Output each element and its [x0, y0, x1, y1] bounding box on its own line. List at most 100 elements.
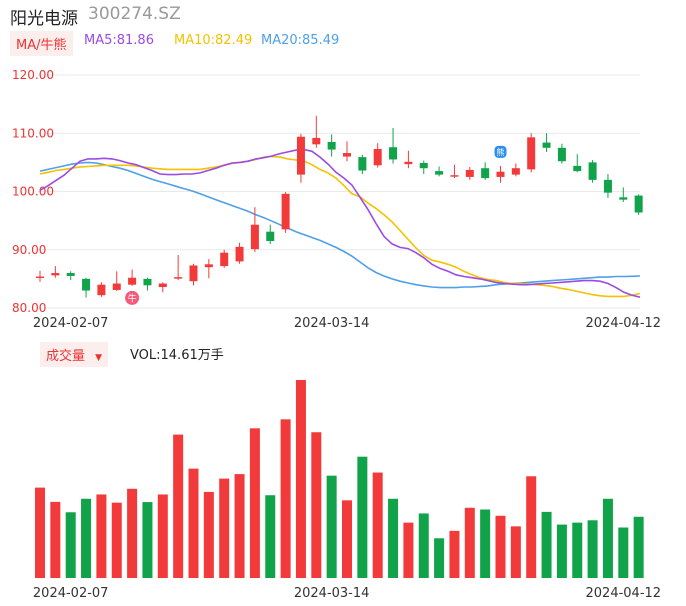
- volume-readout: VOL:14.61万手: [130, 348, 224, 363]
- candle: [634, 194, 643, 215]
- candle-body: [481, 168, 490, 179]
- volume-bar: [311, 432, 322, 578]
- candle: [66, 271, 75, 281]
- price-x-tick-label: 2024-03-14: [294, 316, 370, 331]
- y-tick-label: 80.00: [12, 301, 46, 315]
- candle: [573, 154, 582, 173]
- bull-marker-label: 牛: [128, 292, 137, 304]
- candle: [312, 115, 321, 148]
- volume-bar: [157, 494, 168, 578]
- ma5-readout: MA5:81.86: [84, 33, 154, 48]
- candle: [389, 128, 398, 164]
- volume-bar: [35, 487, 45, 578]
- candle: [557, 143, 566, 164]
- candle: [450, 164, 459, 179]
- candle-body: [312, 137, 321, 145]
- volume-bar: [602, 498, 613, 578]
- volume-bar: [434, 538, 445, 578]
- candle-body: [97, 284, 106, 296]
- ma20-readout: MA20:85.49: [261, 33, 340, 48]
- ma10-line: [39, 155, 641, 298]
- candle: [112, 271, 121, 292]
- candle: [128, 269, 137, 286]
- volume-indicator-tab[interactable]: 成交量 ▼: [40, 342, 109, 367]
- candle-body: [174, 277, 183, 279]
- candle: [281, 192, 290, 233]
- candle: [419, 160, 428, 175]
- y-tick-label: 90.00: [12, 243, 46, 257]
- ma10-readout: MA10:82.49: [174, 33, 253, 48]
- candle-body: [66, 273, 75, 276]
- candle: [373, 143, 382, 168]
- volume-bar: [495, 515, 506, 578]
- candle: [542, 133, 551, 152]
- candle: [204, 259, 213, 279]
- volume-bar: [127, 488, 138, 578]
- volume-bar: [265, 495, 276, 578]
- candle-body: [327, 141, 336, 150]
- candle-body: [511, 168, 520, 175]
- candle-body: [296, 136, 305, 175]
- candle: [36, 270, 44, 282]
- volume-tab-label: 成交量: [46, 349, 86, 364]
- bear-marker-icon: [494, 145, 507, 158]
- candle: [266, 224, 275, 244]
- volume-x-tick-label: 2024-02-07: [33, 586, 109, 601]
- volume-bar: [418, 513, 429, 578]
- candle: [143, 277, 152, 291]
- candle-body: [542, 142, 551, 148]
- candle: [82, 277, 91, 298]
- candle: [358, 154, 367, 175]
- volume-bar: [342, 500, 352, 578]
- candle-body: [358, 157, 367, 171]
- volume-bar: [203, 491, 214, 578]
- volume-bar: [111, 502, 122, 578]
- candle: [404, 150, 413, 169]
- candle-body: [603, 179, 612, 193]
- volume-bar: [526, 476, 537, 578]
- candle-body: [435, 171, 444, 175]
- candle-body: [557, 147, 566, 162]
- volume-bar: [510, 526, 521, 578]
- candle: [174, 254, 183, 281]
- volume-bar: [295, 380, 306, 578]
- volume-bar: [219, 478, 230, 578]
- price-x-tick-label: 2024-02-07: [33, 316, 109, 331]
- candle-body: [588, 162, 597, 180]
- candle-body: [189, 265, 198, 282]
- bull-marker-icon: [125, 290, 140, 305]
- candle-body: [450, 175, 459, 177]
- candle: [619, 187, 628, 202]
- volume-bar: [464, 507, 475, 578]
- candle-body: [634, 195, 643, 213]
- candle: [603, 174, 612, 198]
- candle-body: [343, 153, 351, 157]
- candle: [588, 160, 597, 183]
- candle: [481, 162, 490, 180]
- volume-bar: [50, 501, 61, 578]
- candle-body: [143, 278, 152, 286]
- volume-bar: [173, 434, 184, 578]
- volume-bar: [188, 468, 199, 578]
- candle: [189, 263, 198, 286]
- candle: [250, 207, 259, 253]
- candle-body: [128, 277, 137, 285]
- candle-body: [496, 171, 505, 177]
- candle-body: [527, 137, 536, 170]
- ma20-line: [39, 161, 641, 289]
- candle: [527, 133, 536, 173]
- price-x-tick-label: 2024-04-12: [586, 316, 662, 331]
- candle-body: [281, 193, 290, 230]
- volume-bar: [326, 475, 337, 578]
- candle-body: [373, 148, 382, 166]
- candle-body: [573, 165, 582, 172]
- volume-bar: [280, 419, 291, 578]
- ma-indicator-tab[interactable]: MA/牛熊: [10, 31, 73, 56]
- candle: [327, 134, 336, 157]
- volume-bar: [357, 456, 368, 578]
- volume-bar: [96, 494, 107, 578]
- candle: [158, 282, 167, 293]
- candle-body: [235, 246, 244, 262]
- candle-body: [51, 273, 60, 276]
